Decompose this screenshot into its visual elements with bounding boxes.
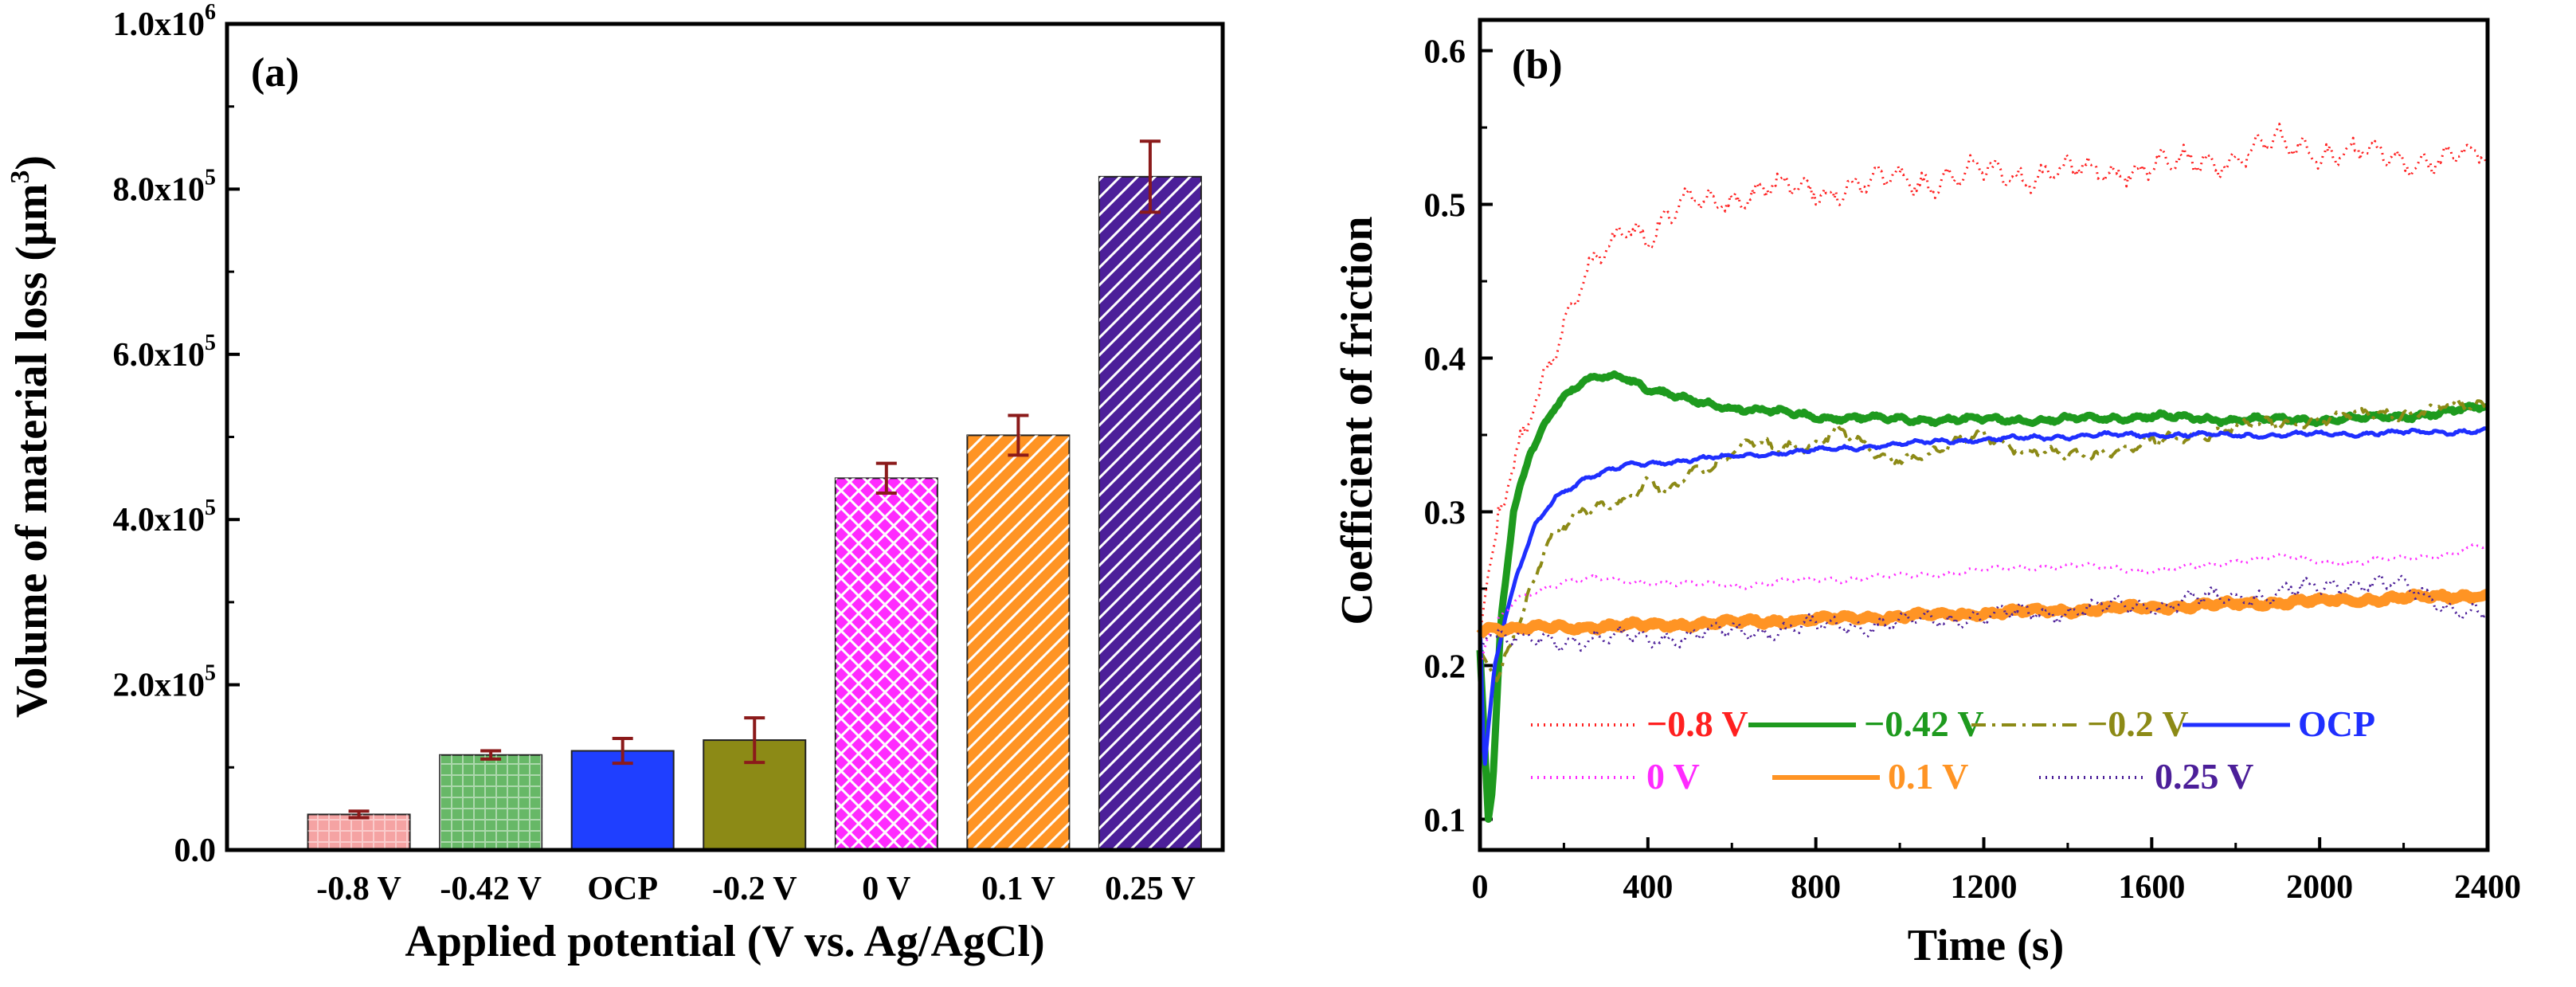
- series-line: [1478, 123, 2489, 636]
- y-tick-label: 0.0: [174, 832, 217, 869]
- y-tick-label: 6.0x105: [113, 331, 217, 374]
- bar-hatch: [835, 478, 938, 850]
- x-tick-label: -0.2 V: [712, 871, 797, 907]
- bar-chart-y-axis-label: Volume of material loss (μm3): [6, 155, 57, 718]
- series-line: [1478, 425, 2488, 766]
- y-tick-label: 4.0x105: [113, 495, 217, 539]
- line-chart-series: [1476, 123, 2492, 823]
- x-tick-label: -0.8 V: [316, 871, 401, 907]
- x-tick-label: 400: [1623, 869, 1673, 906]
- y-tick-exponent: 5: [205, 165, 216, 190]
- series-line: [1476, 370, 2490, 823]
- y-tick-label: 2.0x105: [113, 661, 217, 704]
- bar-chart-ticks: 0.02.0x1054.0x1056.0x1058.0x1051.0x106-0…: [113, 0, 1196, 907]
- y-tick-mantissa: 1.0x10: [113, 6, 206, 43]
- y-tick-exponent: 5: [205, 495, 216, 520]
- panel-b-label: (b): [1512, 42, 1563, 88]
- bar-chart-x-axis-label: Applied potential (V vs. Ag/AgCl): [405, 917, 1044, 966]
- bar: [570, 750, 675, 851]
- line-chart-panel-b: (b) Coefficient of friction Time (s) 0 40…: [1333, 18, 2522, 970]
- y-tick-mantissa: 6.0x10: [113, 337, 206, 374]
- line-chart-frame: [1478, 18, 2490, 852]
- bar-hatch: [967, 435, 1070, 850]
- line-chart-x-axis-label: Time (s): [1908, 921, 2065, 970]
- legend-label: −0.42 V: [1864, 703, 1984, 744]
- y-tick-mantissa: 8.0x10: [113, 171, 206, 208]
- legend-label: 0.25 V: [2155, 756, 2253, 797]
- y-tick-mantissa: 2.0x10: [113, 668, 206, 704]
- x-tick-label: 0.25 V: [1105, 871, 1196, 907]
- y-tick-label: 0.5: [1424, 188, 1466, 225]
- x-tick-label: 2400: [2454, 869, 2521, 906]
- panel-a-label: (a): [251, 50, 299, 96]
- legend-label: −0.2 V: [2087, 703, 2189, 744]
- x-tick-label: 800: [1791, 869, 1841, 906]
- x-tick-label: OCP: [587, 871, 658, 907]
- series-line: [1476, 588, 2492, 639]
- bar-chart-panel-a: (a) Volume of material loss (μm3) Applie…: [6, 0, 1225, 966]
- bar-hatch: [307, 814, 410, 850]
- x-tick-label: 1200: [1951, 869, 2018, 906]
- bar-chart-bars: [307, 139, 1202, 852]
- legend-label: −0.8 V: [1646, 703, 1748, 744]
- bar-chart-frame: [225, 22, 1225, 852]
- y-label-superscript: 3: [6, 170, 35, 184]
- x-tick-label: -0.42 V: [440, 871, 542, 907]
- y-tick-exponent: 5: [205, 661, 216, 686]
- y-tick-exponent: 5: [205, 331, 216, 355]
- y-tick-label: 0.6: [1424, 34, 1466, 71]
- x-tick-label: 0: [1472, 869, 1489, 906]
- line-chart-legend: −0.8 V −0.42 V −0.2 V OCP 0 V 0.1 V 0.25 V: [1531, 703, 2375, 797]
- bar-hatch: [1098, 176, 1201, 851]
- y-tick-label: 0.4: [1424, 342, 1466, 378]
- bar-hatch: [440, 754, 542, 850]
- x-tick-label: 1600: [2118, 869, 2185, 906]
- y-tick-label: 8.0x105: [113, 165, 217, 208]
- y-tick-mantissa: 4.0x10: [113, 502, 206, 539]
- legend-label: 0 V: [1646, 756, 1700, 797]
- x-tick-label: 0 V: [862, 871, 910, 907]
- x-tick-label: 2000: [2286, 869, 2353, 906]
- line-chart-ticks: 0 400 800 1200 1600 2000 2400 0.1 0.2 0.3 0.4 0.5 0.…: [1424, 34, 2522, 906]
- y-tick-label: 1.0x106: [113, 0, 217, 43]
- y-tick-label: 0.1: [1424, 802, 1466, 839]
- y-tick-label: 0.2: [1424, 648, 1466, 685]
- x-tick-label: 0.1 V: [981, 871, 1055, 907]
- y-tick-label: 0.3: [1424, 495, 1466, 531]
- legend-label: OCP: [2298, 703, 2375, 744]
- bar-chart-y-axis-label-text: Volume of material loss (μm3): [6, 155, 57, 718]
- line-chart-y-axis-label: Coefficient of friction: [1333, 216, 1382, 625]
- y-label-close: ): [7, 155, 57, 170]
- y-tick-exponent: 6: [205, 0, 216, 25]
- legend-label: 0.1 V: [1888, 756, 1968, 797]
- y-tick-mantissa: 0.0: [174, 832, 217, 869]
- y-label-main: Volume of material loss (μm: [7, 184, 57, 718]
